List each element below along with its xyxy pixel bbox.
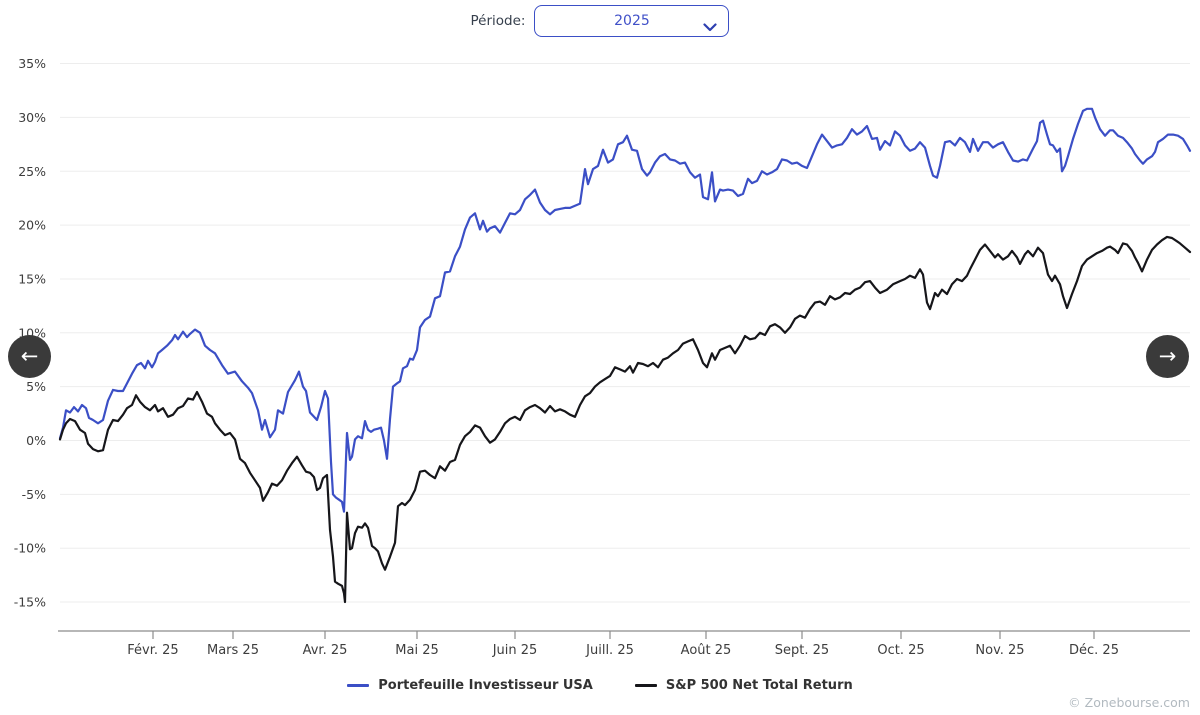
x-tick-label: Juin 25 (492, 643, 538, 658)
chart-canvas[interactable]: 35%30%25%20%15%10%5%0%-5%-10%-15%Févr. 2… (0, 45, 1200, 665)
y-tick-label: 15% (18, 271, 46, 286)
scroll-left-button[interactable]: ← (8, 335, 51, 378)
legend-dash-black (634, 683, 657, 687)
y-tick-label: 25% (18, 164, 46, 179)
chevron-down-icon (703, 17, 718, 36)
y-tick-label: 30% (18, 110, 46, 125)
period-row: Période: 2025 (0, 0, 1200, 42)
x-tick-label: Juill. 25 (585, 643, 634, 658)
x-tick-label: Avr. 25 (303, 643, 348, 658)
y-tick-label: 35% (18, 56, 46, 71)
y-tick-label: -5% (22, 487, 46, 502)
series-line-portefeuille-investisseur-usa[interactable] (58, 107, 1192, 513)
arrow-right-icon: → (1158, 344, 1177, 368)
x-tick-label: Févr. 25 (127, 643, 178, 658)
series-line-s-p-500-net-total-return[interactable] (58, 235, 1192, 604)
watermark: © Zonebourse.com (1068, 695, 1190, 710)
x-tick-label: Sept. 25 (775, 643, 829, 658)
scroll-right-button[interactable]: → (1146, 335, 1189, 378)
y-tick-label: -15% (14, 595, 46, 610)
x-tick-label: Oct. 25 (877, 643, 924, 658)
x-tick-label: Mars 25 (207, 643, 259, 658)
y-tick-label: 20% (18, 218, 46, 233)
x-tick-label: Mai 25 (395, 643, 438, 658)
chart-legend: Portefeuille Investisseur USA S&P 500 Ne… (0, 674, 1200, 696)
x-tick-label: Août 25 (681, 643, 732, 658)
period-select[interactable]: 2025 (534, 5, 730, 37)
legend-item-sp500[interactable]: S&P 500 Net Total Return (634, 677, 853, 693)
y-tick-label: -10% (14, 541, 46, 556)
period-selected-value: 2025 (614, 13, 650, 29)
legend-item-portefeuille[interactable]: Portefeuille Investisseur USA (347, 678, 593, 693)
x-tick-label: Nov. 25 (975, 643, 1024, 658)
period-label: Période: (470, 13, 526, 29)
legend-label: S&P 500 Net Total Return (665, 677, 853, 693)
y-tick-label: 5% (26, 379, 46, 394)
x-tick-label: Déc. 25 (1069, 643, 1119, 658)
legend-label: Portefeuille Investisseur USA (378, 677, 593, 693)
legend-dash-blue (347, 683, 370, 687)
y-tick-label: 0% (26, 433, 46, 448)
arrow-left-icon: ← (20, 344, 39, 368)
